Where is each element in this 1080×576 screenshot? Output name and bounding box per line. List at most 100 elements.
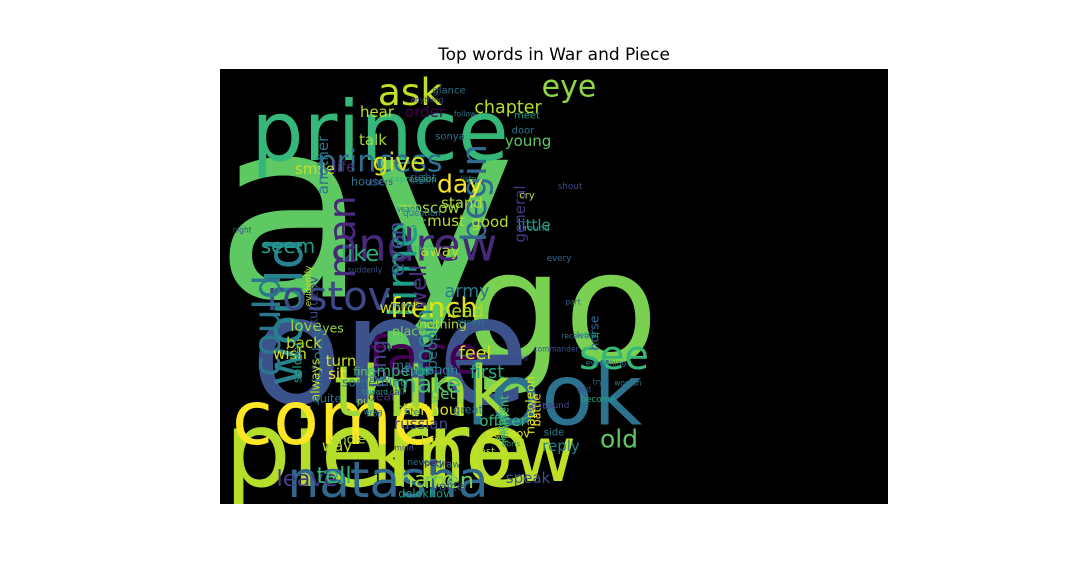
word-leave: leave [276, 466, 337, 492]
word-see: see [579, 333, 649, 379]
word-room: room [410, 309, 439, 374]
word-still: still [395, 400, 421, 418]
word-russian: russian [394, 415, 448, 433]
word-place: place [392, 324, 426, 339]
word-life: life [333, 158, 356, 176]
word-become: become [580, 395, 615, 405]
word-dolokhov: dolokhov [398, 488, 450, 501]
word-face: face [368, 326, 480, 387]
word-cry: cry [519, 191, 535, 202]
word-napoleon: napoleon [523, 376, 538, 434]
word-already: already [457, 318, 486, 327]
word-know: know [372, 410, 577, 500]
word-battle: battle [531, 393, 544, 426]
word-emperor: emperor [367, 362, 432, 380]
word-two: two [404, 361, 431, 379]
word-bring: bring [421, 436, 447, 447]
word-evidently: evidently [304, 266, 314, 307]
word-woman: woman [614, 379, 642, 388]
word-old: old [600, 425, 638, 454]
word-find: find [353, 366, 374, 379]
word-must: must [427, 212, 465, 230]
word-petya: petya [424, 459, 449, 469]
word-nothing: nothing [419, 317, 467, 332]
word-pierre: pierre [224, 389, 531, 504]
word-great: great [453, 404, 483, 417]
word-without: without [408, 401, 465, 419]
word-little: little [517, 216, 551, 234]
word-would: would [256, 238, 314, 387]
word-letter: letter [576, 331, 600, 341]
word-like: like [341, 241, 380, 267]
word-try: try [593, 378, 604, 387]
word-prince: prince [251, 84, 509, 180]
word-suddenly: suddenly [348, 266, 383, 275]
word-voice: voice [431, 479, 464, 494]
word-dear: dear [368, 389, 397, 404]
word-soldier: soldier [290, 340, 305, 383]
word-right: right [410, 172, 437, 185]
word-expression: expression [389, 175, 436, 185]
word-mary: mary [392, 358, 425, 373]
word-everything: everything [586, 359, 627, 368]
word-order: order [405, 103, 446, 121]
word-kutuzov: kutuzov [306, 276, 321, 326]
word-listen: listen [461, 175, 482, 184]
word-even: even [384, 221, 410, 276]
word-enter: enter [531, 402, 555, 412]
word-father: father [496, 407, 509, 441]
word-say: say [220, 69, 516, 356]
cloud-background [220, 69, 888, 504]
word-call: call [389, 388, 404, 398]
word-first: first [470, 363, 504, 383]
word-time: time [379, 222, 428, 318]
word-moscow: moscow [398, 199, 459, 217]
word-return: return [367, 374, 390, 383]
word-stand: stand [441, 194, 483, 212]
word-people: people [423, 319, 441, 370]
word-chapter: chapter [474, 98, 542, 118]
word-speak: speak [506, 469, 551, 487]
word-good: good [471, 213, 508, 231]
word-way: way [322, 437, 352, 455]
word-tell: tell [316, 463, 351, 489]
word-cloud: saygoonepierrelookprinceknowcomethinktak… [220, 69, 888, 504]
word-long: long [366, 340, 392, 389]
word-quite: quite [313, 393, 342, 406]
word-shout: shout [558, 182, 583, 192]
word-glance: glance [432, 86, 465, 97]
word-wish: wish [273, 345, 307, 363]
word-princess: princess [318, 145, 443, 180]
word-head: head [440, 302, 484, 322]
word-day: day [437, 170, 483, 199]
word-yes: yes [322, 321, 344, 336]
word-officer: officer [479, 412, 527, 430]
word-young: young [505, 132, 552, 150]
chart-title: Top words in War and Piece [438, 45, 670, 65]
word-sonya: sonya [435, 132, 465, 143]
word-action: action [410, 177, 433, 186]
word-fire: fire [405, 408, 419, 418]
word-anything: anything [410, 96, 443, 105]
word-meet: meet [514, 111, 540, 122]
word-nicholas: nicholas [309, 330, 327, 392]
word-door: door [512, 126, 536, 137]
word-denisov: denisov [486, 428, 530, 441]
word-general: general [511, 185, 529, 242]
word-away: away [420, 242, 460, 260]
word-men: men [424, 468, 474, 494]
word-night: night [232, 226, 251, 235]
cloud-words: saygoonepierrelookprinceknowcomethinktak… [220, 69, 659, 504]
word-mind: mind [395, 444, 414, 453]
word-house: house [351, 176, 385, 189]
word-look: look [466, 347, 643, 446]
word-something: something [342, 375, 408, 390]
word-part: part [565, 298, 580, 307]
word-ask: ask [378, 70, 443, 114]
word-one: one [250, 265, 529, 439]
word-andrew: andrew [331, 219, 498, 272]
word-natasha: natasha [288, 451, 489, 504]
word-make: make [393, 370, 462, 399]
word-question: question [403, 209, 441, 219]
word-behind: behind [502, 354, 528, 363]
